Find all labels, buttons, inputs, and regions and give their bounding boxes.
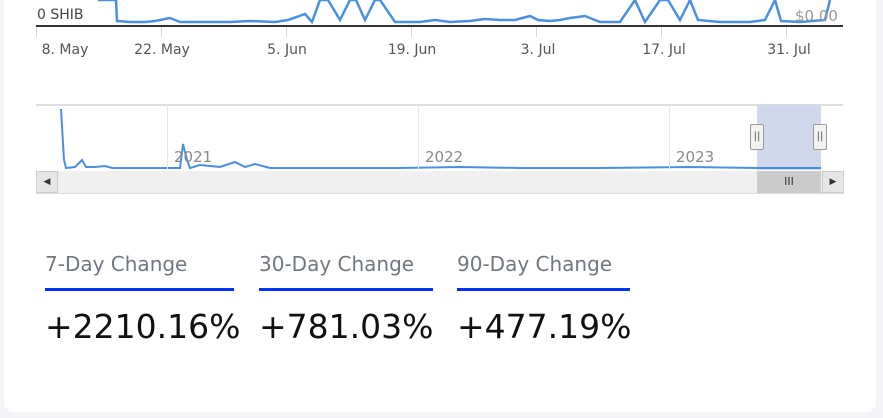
- y-axis-right-label: $0.00: [795, 7, 838, 25]
- stat-30-day[interactable]: 30-Day Change +781.03%: [259, 252, 433, 346]
- navigator-right-handle[interactable]: ||: [813, 124, 827, 150]
- stat-label: 30-Day Change: [259, 252, 433, 291]
- navigator-series-line: [60, 108, 821, 170]
- stat-label: 7-Day Change: [45, 252, 234, 291]
- x-tick: 5. Jun: [267, 42, 307, 58]
- x-tick: 22. May: [134, 42, 190, 58]
- scrollbar-track[interactable]: [36, 171, 844, 194]
- x-tick: 17. Jul: [642, 42, 686, 58]
- scrollbar-thumb[interactable]: III: [757, 171, 821, 193]
- scroll-right-arrow-icon[interactable]: ▶: [822, 171, 844, 193]
- price-card: [4, 0, 876, 412]
- x-tick: 31. Jul: [767, 42, 811, 58]
- y-axis-left-label: 0 SHIB: [37, 7, 84, 23]
- main-series-line: [98, 0, 832, 25]
- x-tick: 3. Jul: [520, 42, 556, 58]
- price-chart: [36, 0, 843, 170]
- x-tick: 19. Jun: [387, 42, 437, 58]
- stat-90-day[interactable]: 90-Day Change +477.19%: [457, 252, 631, 346]
- navigator-left-handle[interactable]: ||: [750, 124, 764, 150]
- navigator-selection: [757, 105, 821, 170]
- navigator-year: 2023: [676, 148, 715, 166]
- stat-label: 90-Day Change: [457, 252, 630, 291]
- stat-value: +2210.16%: [45, 307, 241, 346]
- x-tick: 8. May: [41, 42, 89, 58]
- stat-value: +781.03%: [259, 307, 434, 346]
- scroll-left-arrow-icon[interactable]: ◀: [36, 171, 58, 193]
- stat-7-day[interactable]: 7-Day Change +2210.16%: [45, 252, 240, 346]
- navigator-year: 2021: [174, 148, 213, 166]
- stat-value: +477.19%: [457, 307, 632, 346]
- navigator-year: 2022: [425, 148, 464, 166]
